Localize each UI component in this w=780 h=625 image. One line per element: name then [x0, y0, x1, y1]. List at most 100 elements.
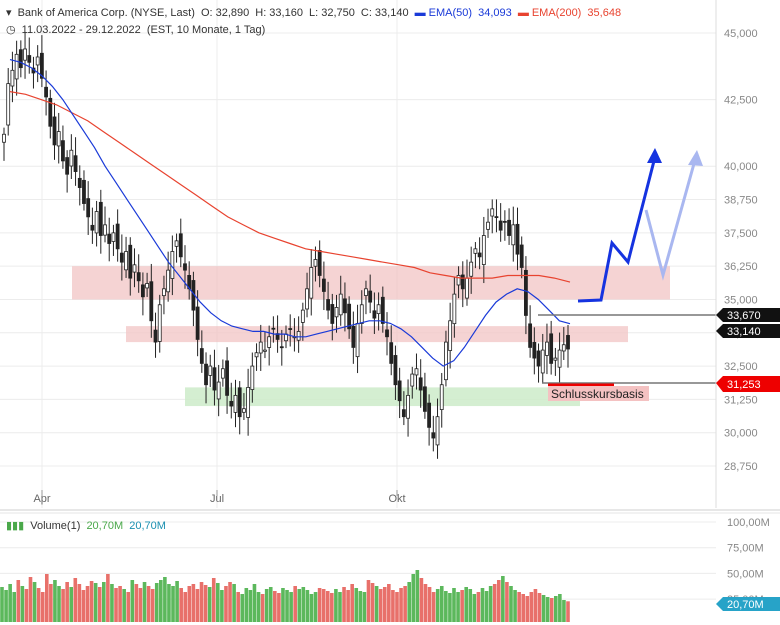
volume-bar [558, 594, 562, 622]
volume-bar [179, 588, 183, 622]
candle-body [18, 49, 23, 69]
volume-bar [301, 587, 306, 622]
candle-body [380, 296, 385, 324]
volume-bar [460, 590, 464, 622]
candle-body [414, 368, 419, 376]
collapse-icon[interactable]: ▾ [6, 7, 12, 19]
volume-bar [146, 586, 151, 622]
close-value: 33,140 [374, 7, 409, 19]
candle-body [317, 250, 322, 276]
volume-bar [358, 591, 363, 622]
volume-bar [150, 589, 155, 622]
y-tick-label: 37,500 [724, 228, 758, 240]
volume-bar [248, 590, 253, 622]
candle-body [288, 328, 293, 330]
volume-bar [118, 586, 122, 622]
volume-bar [492, 584, 497, 622]
volume-bar [273, 591, 277, 622]
volume-bar [159, 580, 163, 622]
y-tick-label: 30,000 [724, 428, 758, 440]
volume-bar [378, 589, 383, 622]
volume-bar [370, 583, 375, 622]
candle-body [557, 349, 562, 368]
volume-bar [232, 584, 236, 622]
y-tick-label: 42,500 [724, 95, 758, 107]
candle-body [486, 221, 490, 230]
ema200-legend-value: 35,648 [587, 7, 622, 19]
volume-bar [244, 588, 249, 622]
last-close-price-label: 33,140 [716, 324, 780, 338]
candle-body [82, 179, 86, 204]
volume-bar [423, 584, 428, 622]
volume-bar [464, 587, 469, 622]
volume-tick-label: 75,00M [727, 543, 764, 555]
candle-body [237, 387, 242, 418]
volume-bar [277, 593, 281, 622]
candle-body [27, 55, 32, 63]
volume-bar [53, 580, 57, 622]
volume-bar [309, 594, 314, 622]
volume-bar [285, 590, 289, 622]
low-label: L: [309, 7, 319, 19]
instrument-title: Bank of America Corp. (NYSE, Last) [17, 7, 195, 19]
forecast-arrow-alt [644, 159, 697, 281]
candle-body [313, 259, 318, 267]
ema50-line [9, 59, 571, 367]
candle-body [98, 201, 103, 236]
last-close-price-text: 33,140 [727, 326, 761, 338]
candle-body [94, 211, 99, 234]
candle-body [540, 349, 545, 374]
volume-bar [456, 592, 460, 622]
volume-tick-label: 100,00M [727, 517, 770, 529]
volume-bar [293, 586, 297, 622]
candle-body [406, 394, 410, 419]
candle-body [61, 140, 65, 162]
volume-bar [448, 593, 452, 622]
candle-body [44, 86, 48, 98]
volume-bar [488, 586, 493, 622]
volume-bar [452, 588, 456, 622]
volume-bar [211, 578, 216, 622]
clock-icon: ◷ [6, 24, 16, 36]
closing-basis-annotation: Schlusskursbasis [548, 386, 649, 401]
candle-body [199, 348, 204, 364]
volume-bar [496, 580, 501, 622]
range-header: ◷ 11.03.2022 - 29.12.2022 (EST, 10 Monat… [6, 23, 268, 36]
volume-bar [537, 593, 542, 622]
candle-body [250, 365, 255, 390]
forecast-arrowhead-alt [688, 150, 703, 166]
candle-body [347, 303, 352, 330]
volume-bar [191, 584, 196, 622]
candle-body [267, 336, 272, 348]
volume-last-label: 20,70M [716, 597, 780, 611]
volume-bar [330, 593, 334, 622]
candle-body [422, 386, 427, 412]
volume-bar [444, 591, 448, 622]
volume-bar [268, 587, 273, 622]
volume-bar [32, 582, 37, 622]
volume-bar [65, 582, 69, 622]
candle-body [359, 304, 364, 324]
candle-body [90, 224, 95, 231]
volume-bar [517, 592, 521, 622]
candle-body [23, 48, 27, 61]
ema200-legend-label: EMA(200) [531, 7, 582, 19]
volume-bars [0, 570, 570, 622]
volume-bar [89, 581, 94, 622]
candle-body [536, 350, 541, 367]
x-tick-label: Okt [388, 493, 405, 505]
volume-bar [553, 596, 558, 622]
volume-bar [305, 590, 310, 622]
candle-body [460, 274, 465, 290]
volume-bar [101, 582, 106, 622]
volume-bar [403, 586, 407, 622]
volume-bar [468, 589, 473, 622]
volume-bar [44, 574, 49, 622]
y-tick-label: 31,250 [724, 394, 758, 406]
y-tick-label: 40,000 [724, 161, 758, 173]
candle-body [10, 69, 15, 87]
volume-bar [183, 592, 188, 622]
volume-bar [484, 591, 489, 622]
candle-body [73, 155, 78, 172]
candle-body [48, 97, 53, 127]
